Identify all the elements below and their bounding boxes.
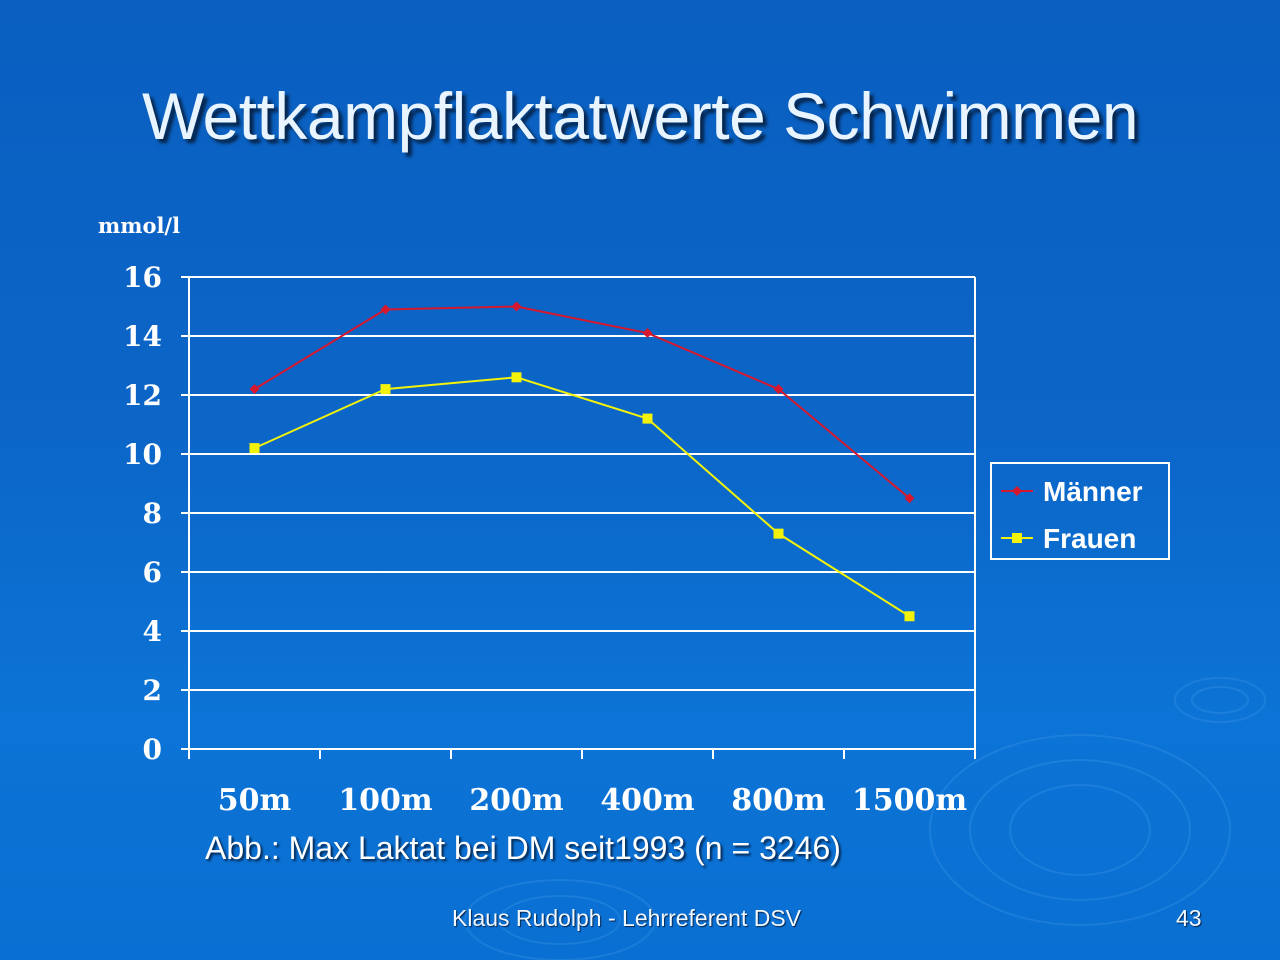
slide-title: Wettkampflaktatwerte Schwimmen — [141, 79, 1139, 153]
data-point — [380, 304, 391, 315]
y-tick-label: 2 — [143, 674, 162, 707]
x-tick-label: 1500m — [852, 783, 967, 818]
data-point — [642, 413, 653, 424]
figure-caption: Abb.: Max Laktat bei DM seit1993 (n = 32… — [205, 830, 841, 866]
series-line-1 — [254, 376, 911, 618]
x-tick-label: 50m — [218, 783, 292, 818]
axes: 0 2 4 6 8 10 12 14 16 50m 100m 200m 400m 800m 1500m — [123, 261, 976, 818]
y-tick-label: 14 — [123, 320, 162, 353]
unit-label: mmol/l — [98, 213, 180, 238]
legend-marker — [1012, 486, 1022, 496]
x-tick-label: 800m — [731, 783, 826, 818]
page-number: 43 — [1176, 905, 1202, 931]
y-tick-label: 12 — [123, 379, 162, 412]
y-tick-label: 10 — [123, 438, 162, 471]
data-point — [249, 443, 260, 454]
data-point — [249, 384, 260, 395]
data-point — [773, 528, 784, 539]
x-tick-label: 100m — [338, 783, 433, 818]
legend-marker — [1012, 533, 1022, 543]
legend: Männer Frauen — [990, 462, 1170, 560]
y-tick-label: 16 — [123, 261, 162, 294]
y-tick-label: 4 — [143, 615, 162, 648]
x-tick-label: 400m — [600, 783, 695, 818]
x-tick-label: 200m — [469, 783, 564, 818]
legend-box — [990, 462, 1170, 560]
data-point — [642, 328, 653, 339]
legend-label: Frauen — [1043, 523, 1136, 554]
gridlines — [189, 276, 975, 691]
y-tick-label: 6 — [143, 556, 162, 589]
footer-author: Klaus Rudolph - Lehrreferent DSV — [452, 905, 802, 931]
data-point — [904, 611, 915, 622]
y-tick-label: 0 — [143, 733, 162, 766]
data-point — [773, 384, 784, 395]
series-lines — [249, 301, 915, 622]
legend-label: Männer — [1043, 476, 1143, 507]
y-tick-label: 8 — [143, 497, 162, 530]
data-point — [380, 384, 391, 395]
data-point — [511, 301, 522, 312]
data-point — [511, 372, 522, 383]
data-point — [904, 493, 915, 504]
series-line-0 — [253, 305, 911, 500]
